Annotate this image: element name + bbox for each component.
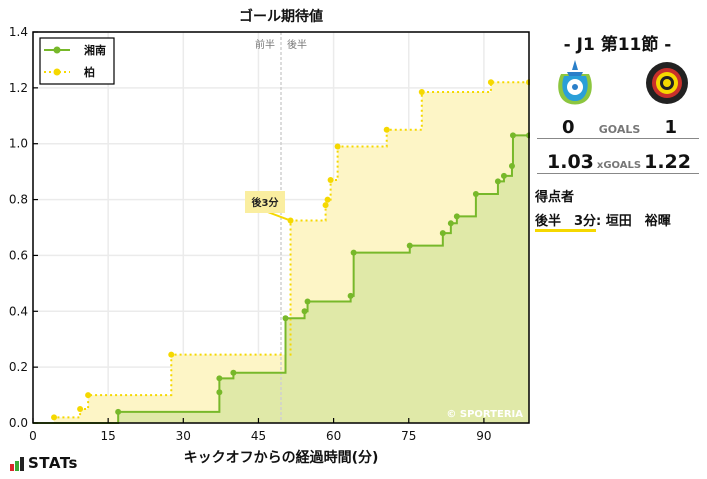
svg-text:90: 90 (476, 429, 491, 443)
shonan-logo-icon (558, 60, 592, 105)
svg-text:© SPORTERIA: © SPORTERIA (446, 409, 523, 420)
svg-text:後半: 後半 (287, 38, 307, 51)
scorer-item: 後半 3分: 垣田 裕暉 (535, 210, 671, 232)
svg-text:0.0: 0.0 (9, 416, 28, 430)
chart-title: ゴール期待値 (239, 9, 323, 25)
scorer-time: 後半 3分 (535, 214, 597, 232)
svg-text:0: 0 (29, 429, 37, 443)
svg-text:75: 75 (401, 429, 416, 443)
xgoals-row: 1.03 xGOALS 1.22 (537, 146, 699, 174)
stats-brand: STATs (10, 456, 78, 471)
svg-text:1.0: 1.0 (9, 137, 28, 151)
svg-text:1.2: 1.2 (9, 81, 28, 95)
stats-label: STATs (28, 454, 78, 472)
scorer-name: 垣田 裕暉 (605, 214, 671, 229)
svg-text:1.4: 1.4 (9, 25, 28, 39)
scorer-sep: : (596, 214, 606, 229)
svg-text:15: 15 (101, 429, 116, 443)
svg-text:30: 30 (176, 429, 191, 443)
svg-text:0.6: 0.6 (9, 248, 28, 262)
svg-text:0.2: 0.2 (9, 360, 28, 374)
svg-text:0.8: 0.8 (9, 193, 28, 207)
goals-row: 0 GOALS 1 (537, 114, 699, 139)
home-goals: 0 (562, 117, 575, 138)
svg-text:60: 60 (326, 429, 341, 443)
away-goals: 1 (664, 117, 677, 138)
goals-label: GOALS (598, 123, 641, 136)
svg-text:湘南: 湘南 (84, 43, 106, 57)
kashiwa-logo-icon (646, 62, 688, 104)
xgoals-label: xGOALS (596, 160, 642, 171)
svg-text:後3分: 後3分 (252, 196, 279, 209)
away-xg: 1.22 (644, 151, 691, 173)
x-axis-label: キックオフからの経過時間(分) (183, 450, 379, 466)
svg-text:柏: 柏 (84, 65, 95, 79)
svg-text:45: 45 (251, 429, 266, 443)
scorers-heading: 得点者 (535, 190, 575, 205)
svg-text:0.4: 0.4 (9, 304, 28, 318)
round-label: - J1 第11節 - (563, 35, 672, 55)
stats-bar-icon (10, 457, 24, 471)
home-xg: 1.03 (547, 151, 594, 173)
svg-text:前半: 前半 (255, 38, 275, 51)
